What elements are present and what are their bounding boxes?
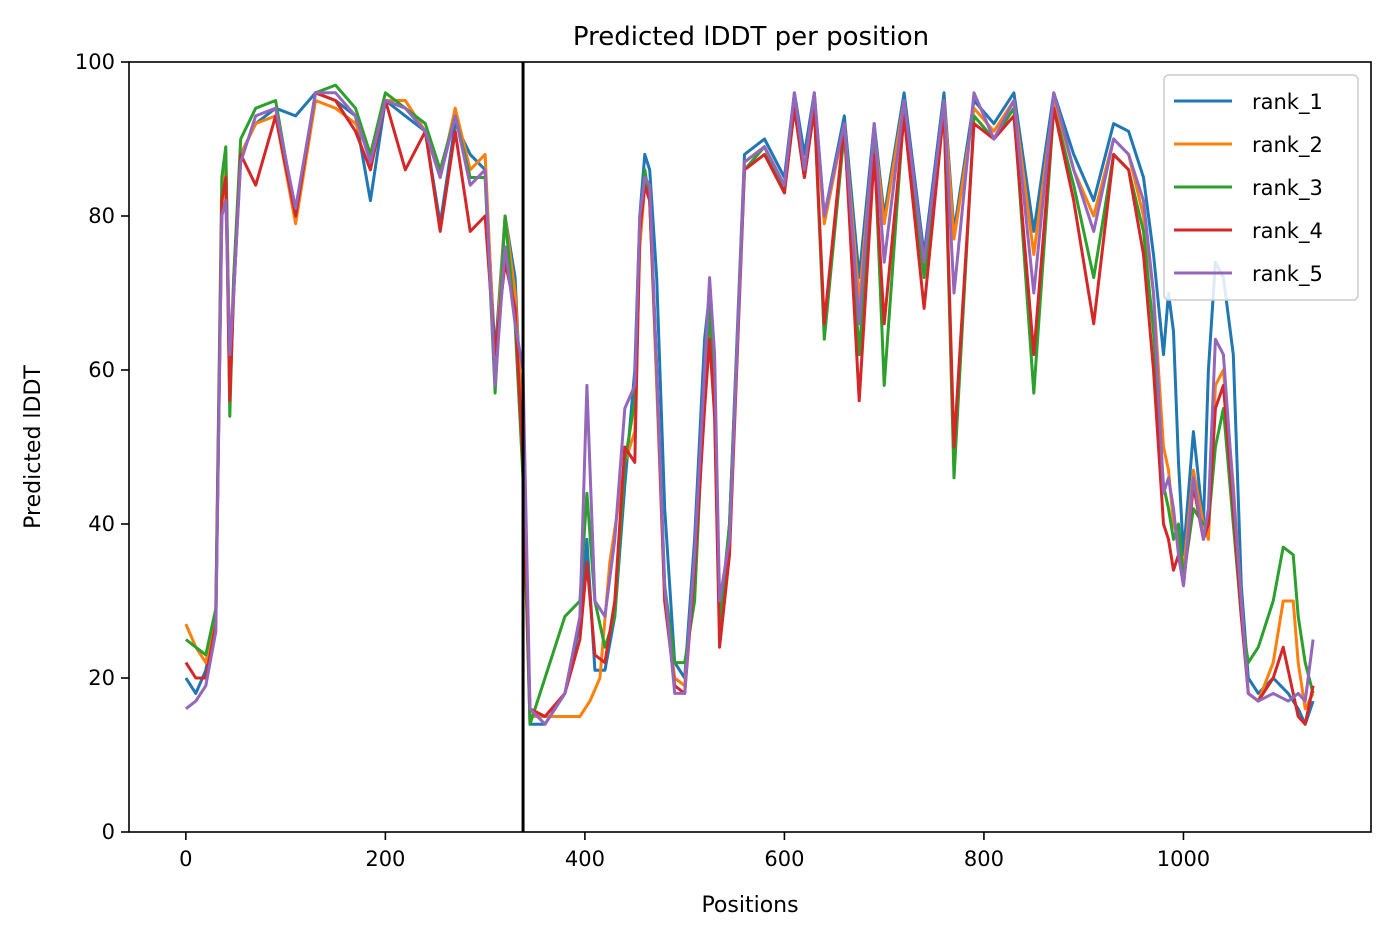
- plot-frame: [128, 61, 1372, 833]
- legend-box: [1163, 74, 1359, 301]
- y-tick-label: 80: [88, 204, 115, 228]
- x-axis-label: Positions: [701, 893, 798, 918]
- x-tick-label: 400: [565, 847, 605, 871]
- series-line-rank_5: [184, 91, 1315, 726]
- y-tick-label: 20: [88, 666, 115, 690]
- x-tick-label: 0: [179, 847, 192, 871]
- plot-area: [184, 62, 1315, 832]
- legend-label-rank_1: rank_1: [1252, 90, 1323, 115]
- chart-title: Predicted lDDT per position: [573, 22, 929, 52]
- x-tick-label: 800: [964, 847, 1004, 871]
- x-tick-label: 200: [365, 847, 405, 871]
- legend-label-rank_3: rank_3: [1252, 176, 1323, 201]
- y-tick-label: 40: [88, 512, 115, 536]
- x-tick-label: 600: [764, 847, 804, 871]
- axis-ticks: 0 200 400 600 800 1000 0 20 40 60 80 100: [75, 50, 1210, 871]
- legend: rank_1 rank_2 rank_3 rank_4 rank_5: [1163, 74, 1359, 301]
- x-tick-label: 1000: [1157, 847, 1210, 871]
- legend-label-rank_5: rank_5: [1252, 262, 1323, 287]
- y-axis-label: Predicted lDDT: [21, 365, 46, 529]
- legend-label-rank_4: rank_4: [1252, 219, 1323, 244]
- y-tick-label: 100: [75, 50, 115, 74]
- legend-label-rank_2: rank_2: [1252, 133, 1323, 158]
- series-line-rank_1: [184, 91, 1315, 726]
- y-tick-label: 0: [102, 820, 115, 844]
- y-tick-label: 60: [88, 358, 115, 382]
